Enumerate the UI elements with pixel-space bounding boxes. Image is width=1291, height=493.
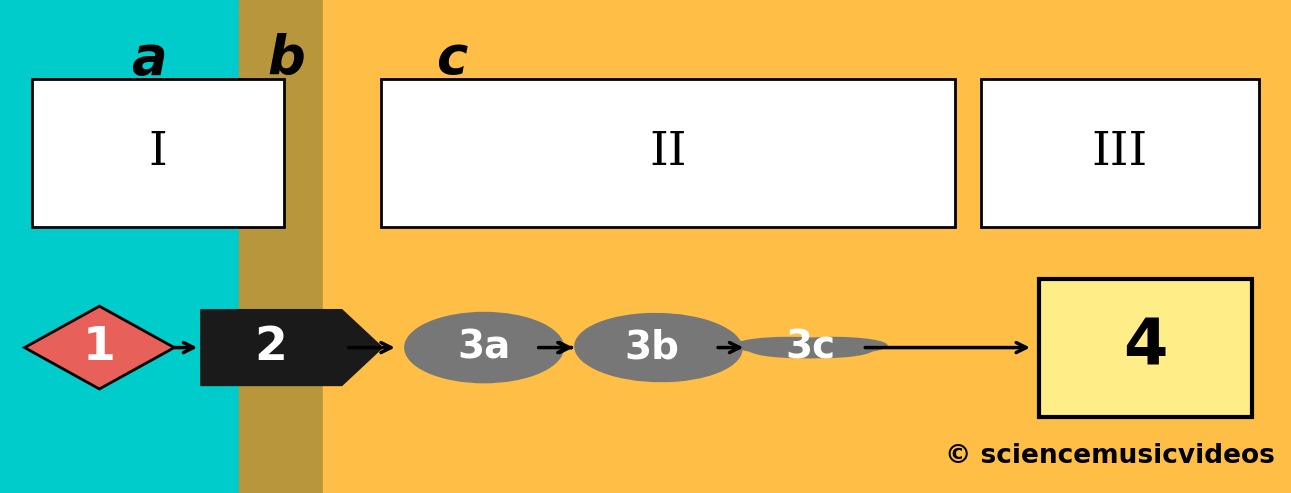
Text: 4: 4 bbox=[1123, 317, 1168, 379]
Ellipse shape bbox=[574, 313, 742, 382]
Text: III: III bbox=[1092, 130, 1148, 176]
Text: 3c: 3c bbox=[786, 328, 835, 367]
Ellipse shape bbox=[780, 337, 888, 354]
Polygon shape bbox=[200, 309, 383, 386]
Ellipse shape bbox=[733, 337, 842, 354]
Bar bbox=[981, 79, 1259, 227]
Ellipse shape bbox=[747, 341, 856, 358]
Text: I: I bbox=[148, 130, 168, 176]
Bar bbox=[1039, 279, 1252, 417]
Text: 3a: 3a bbox=[457, 328, 511, 367]
Text: © sciencemusicvideos: © sciencemusicvideos bbox=[945, 443, 1276, 469]
Text: c: c bbox=[436, 33, 467, 85]
Text: 1: 1 bbox=[83, 325, 116, 370]
Bar bbox=[32, 79, 284, 227]
Bar bbox=[239, 0, 323, 493]
Ellipse shape bbox=[404, 312, 564, 384]
Text: a: a bbox=[130, 33, 167, 85]
Bar bbox=[323, 0, 1291, 493]
Ellipse shape bbox=[766, 341, 874, 358]
Polygon shape bbox=[25, 306, 174, 389]
Text: 2: 2 bbox=[254, 325, 288, 370]
Text: 3b: 3b bbox=[625, 328, 679, 367]
Bar bbox=[381, 79, 955, 227]
Text: b: b bbox=[267, 33, 306, 85]
Bar bbox=[0, 0, 239, 493]
Text: II: II bbox=[649, 130, 687, 176]
